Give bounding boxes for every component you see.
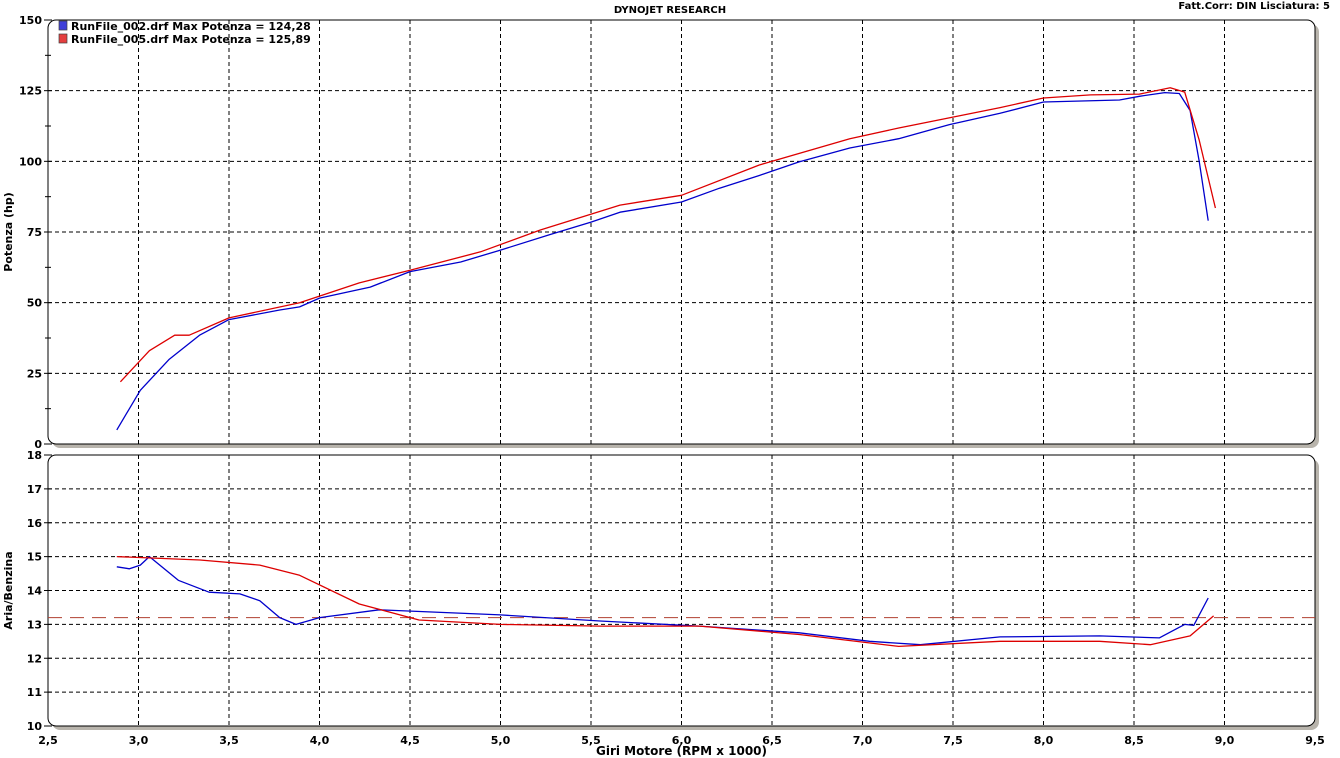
afr-panel: 2,5 3,0 3,5 4,0 4,5 5,0 5,5 6,0 6,5 7,0 7,5 8,0 8,5 9… [2,449,1325,747]
y-tick-label: 14 [27,585,43,598]
y-tick-label: 15 [27,551,42,564]
x-tick-label: 4,5 [400,734,420,747]
y-tick-label: 10 [27,720,43,733]
y-tick-label: 75 [27,226,42,239]
series-line-run-002 [116,91,1209,431]
y-tick-label: 0 [34,438,42,451]
x-tick-label: 9,0 [1215,734,1235,747]
y-axis-label: Potenza (hp) [2,192,15,272]
x-tick-label: 6,0 [672,734,692,747]
legend-entry: RunFile_005.drf Max Potenza = 125,89 [71,33,311,46]
y-tick-label: 18 [27,449,42,462]
x-tick-label: 3,0 [129,734,149,747]
x-tick-label: 6,5 [762,734,782,747]
x-tick-label: 7,5 [943,734,963,747]
x-tick-label: 8,5 [1124,734,1144,747]
series-line-run-005 [116,555,1215,648]
y-tick-label: 11 [27,686,42,699]
legend-entry: RunFile_002.drf Max Potenza = 124,28 [71,20,311,33]
x-axis-label: Giri Motore (RPM x 1000) [596,744,767,758]
y-axis-label: Aria/Benzina [2,551,15,629]
x-tick-label: 2,5 [38,734,58,747]
x-tick-label: 5,0 [491,734,511,747]
x-tick-label: 4,0 [310,734,330,747]
y-tick-label: 17 [27,483,42,496]
y-tick-label: 125 [19,85,42,98]
series-line-run-002 [116,555,1209,646]
series-line-run-005 [119,87,1217,383]
chart-title: DYNOJET RESEARCH [614,5,726,16]
y-tick-label: 13 [27,618,42,631]
y-tick-label: 100 [19,155,42,168]
y-tick-label: 12 [27,652,42,665]
y-tick-label: 50 [27,297,43,310]
y-tick-label: 25 [27,367,42,380]
correction-info: Fatt.Corr: DIN Lisciatura: 5 [1178,1,1330,12]
x-tick-label: 7,0 [853,734,873,747]
legend-swatch [58,20,68,31]
x-tick-label: 3,5 [219,734,239,747]
x-tick-label: 8,0 [1034,734,1054,747]
y-tick-label: 16 [27,517,43,530]
y-tick-label: 150 [19,14,42,27]
legend-swatch [58,33,68,44]
x-tick-label: 5,5 [581,734,601,747]
power-panel: 0 25 50 75 100 125 150 Potenza (hp) RunFile_002.… [2,14,1319,451]
x-tick-label: 9,5 [1305,734,1325,747]
